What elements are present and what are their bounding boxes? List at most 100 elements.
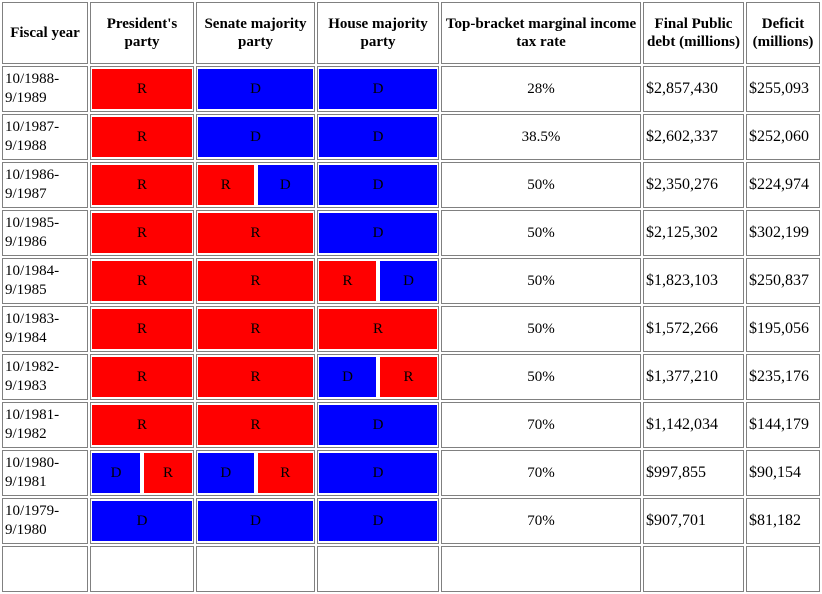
table-body: 10/1988-9/1989 R D D 28% $2,857,430 $255… bbox=[2, 66, 820, 544]
party-blocks: D bbox=[319, 453, 437, 493]
party-block-d: D bbox=[319, 405, 437, 445]
empty-cell bbox=[746, 546, 820, 592]
tax-rate-cell: 70% bbox=[441, 450, 641, 496]
house-party-cell: D bbox=[317, 450, 439, 496]
party-blocks: D bbox=[319, 165, 437, 205]
senate-party-cell: R bbox=[196, 258, 315, 304]
col-header-house-majority: House majority party bbox=[317, 2, 439, 64]
party-block-d: D bbox=[92, 453, 140, 493]
party-block-d: D bbox=[198, 501, 313, 541]
party-blocks: D bbox=[92, 501, 192, 541]
senate-party-cell: D bbox=[196, 498, 315, 544]
debt-cell: $2,350,276 bbox=[643, 162, 744, 208]
empty-cell bbox=[317, 546, 439, 592]
deficit-cell: $255,093 bbox=[746, 66, 820, 112]
president-party-cell: R bbox=[90, 402, 194, 448]
president-party-cell: R bbox=[90, 210, 194, 256]
party-block-r: R bbox=[144, 453, 192, 493]
party-blocks: D bbox=[319, 117, 437, 157]
debt-cell: $1,572,266 bbox=[643, 306, 744, 352]
header-row: Fiscal year President's party Senate maj… bbox=[2, 2, 820, 64]
party-block-r: R bbox=[380, 357, 437, 397]
deficit-cell: $224,974 bbox=[746, 162, 820, 208]
party-block-r: R bbox=[198, 357, 313, 397]
fiscal-year-cell: 10/1982-9/1983 bbox=[2, 354, 88, 400]
party-blocks: R bbox=[198, 357, 313, 397]
tax-rate-cell: 70% bbox=[441, 402, 641, 448]
party-blocks: D bbox=[198, 117, 313, 157]
party-blocks: R bbox=[198, 261, 313, 301]
party-blocks: R bbox=[92, 165, 192, 205]
table-row: 10/1987-9/1988 R D D 38.5% $2,602,337 $2… bbox=[2, 114, 820, 160]
party-block-d: D bbox=[319, 453, 437, 493]
debt-cell: $2,125,302 bbox=[643, 210, 744, 256]
house-party-cell: D bbox=[317, 498, 439, 544]
table-row: 10/1981-9/1982 R R D 70% $1,142,034 $144… bbox=[2, 402, 820, 448]
party-blocks: D bbox=[198, 69, 313, 109]
party-block-r: R bbox=[198, 261, 313, 301]
tax-rate-cell: 50% bbox=[441, 210, 641, 256]
party-block-d: D bbox=[92, 501, 192, 541]
deficit-cell: $81,182 bbox=[746, 498, 820, 544]
president-party-cell: R bbox=[90, 162, 194, 208]
party-blocks: D bbox=[319, 213, 437, 253]
col-header-fiscal-year: Fiscal year bbox=[2, 2, 88, 64]
col-header-tax-rate: Top-bracket marginal income tax rate bbox=[441, 2, 641, 64]
empty-cell bbox=[196, 546, 315, 592]
fiscal-year-cell: 10/1985-9/1986 bbox=[2, 210, 88, 256]
party-blocks: R bbox=[92, 261, 192, 301]
party-block-r: R bbox=[198, 165, 254, 205]
debt-cell: $907,701 bbox=[643, 498, 744, 544]
party-blocks: R bbox=[319, 309, 437, 349]
party-block-r: R bbox=[257, 453, 313, 493]
party-block-d: D bbox=[257, 165, 313, 205]
party-block-d: D bbox=[198, 453, 254, 493]
party-block-d: D bbox=[319, 357, 376, 397]
table-header: Fiscal year President's party Senate maj… bbox=[2, 2, 820, 64]
fiscal-year-cell: 10/1979-9/1980 bbox=[2, 498, 88, 544]
col-header-public-debt: Final Public debt (millions) bbox=[643, 2, 744, 64]
party-blocks: D bbox=[319, 69, 437, 109]
senate-party-cell: R bbox=[196, 306, 315, 352]
col-header-deficit: Deficit (millions) bbox=[746, 2, 820, 64]
party-block-r: R bbox=[319, 261, 376, 301]
house-party-cell: D bbox=[317, 402, 439, 448]
president-party-cell: R bbox=[90, 114, 194, 160]
party-block-d: D bbox=[319, 165, 437, 205]
party-blocks: D bbox=[198, 501, 313, 541]
col-header-senate-majority: Senate majority party bbox=[196, 2, 315, 64]
party-block-r: R bbox=[198, 309, 313, 349]
deficit-cell: $302,199 bbox=[746, 210, 820, 256]
tax-rate-cell: 70% bbox=[441, 498, 641, 544]
party-block-d: D bbox=[319, 501, 437, 541]
house-party-cell: R bbox=[317, 306, 439, 352]
tax-rate-cell: 38.5% bbox=[441, 114, 641, 160]
empty-cell bbox=[2, 546, 88, 592]
table-row: 10/1979-9/1980 D D D 70% $907,701 $81,18… bbox=[2, 498, 820, 544]
house-party-cell: D bbox=[317, 162, 439, 208]
house-party-cell: D bbox=[317, 66, 439, 112]
deficit-cell: $235,176 bbox=[746, 354, 820, 400]
debt-cell: $2,602,337 bbox=[643, 114, 744, 160]
debt-cell: $1,142,034 bbox=[643, 402, 744, 448]
party-block-d: D bbox=[319, 69, 437, 109]
senate-party-cell: R bbox=[196, 354, 315, 400]
president-party-cell: R bbox=[90, 306, 194, 352]
deficit-cell: $90,154 bbox=[746, 450, 820, 496]
party-block-r: R bbox=[198, 405, 313, 445]
president-party-cell: R bbox=[90, 258, 194, 304]
empty-cell bbox=[441, 546, 641, 592]
debt-cell: $1,377,210 bbox=[643, 354, 744, 400]
empty-cell bbox=[90, 546, 194, 592]
party-block-d: D bbox=[198, 69, 313, 109]
col-header-president-party: President's party bbox=[90, 2, 194, 64]
tax-rate-cell: 50% bbox=[441, 162, 641, 208]
